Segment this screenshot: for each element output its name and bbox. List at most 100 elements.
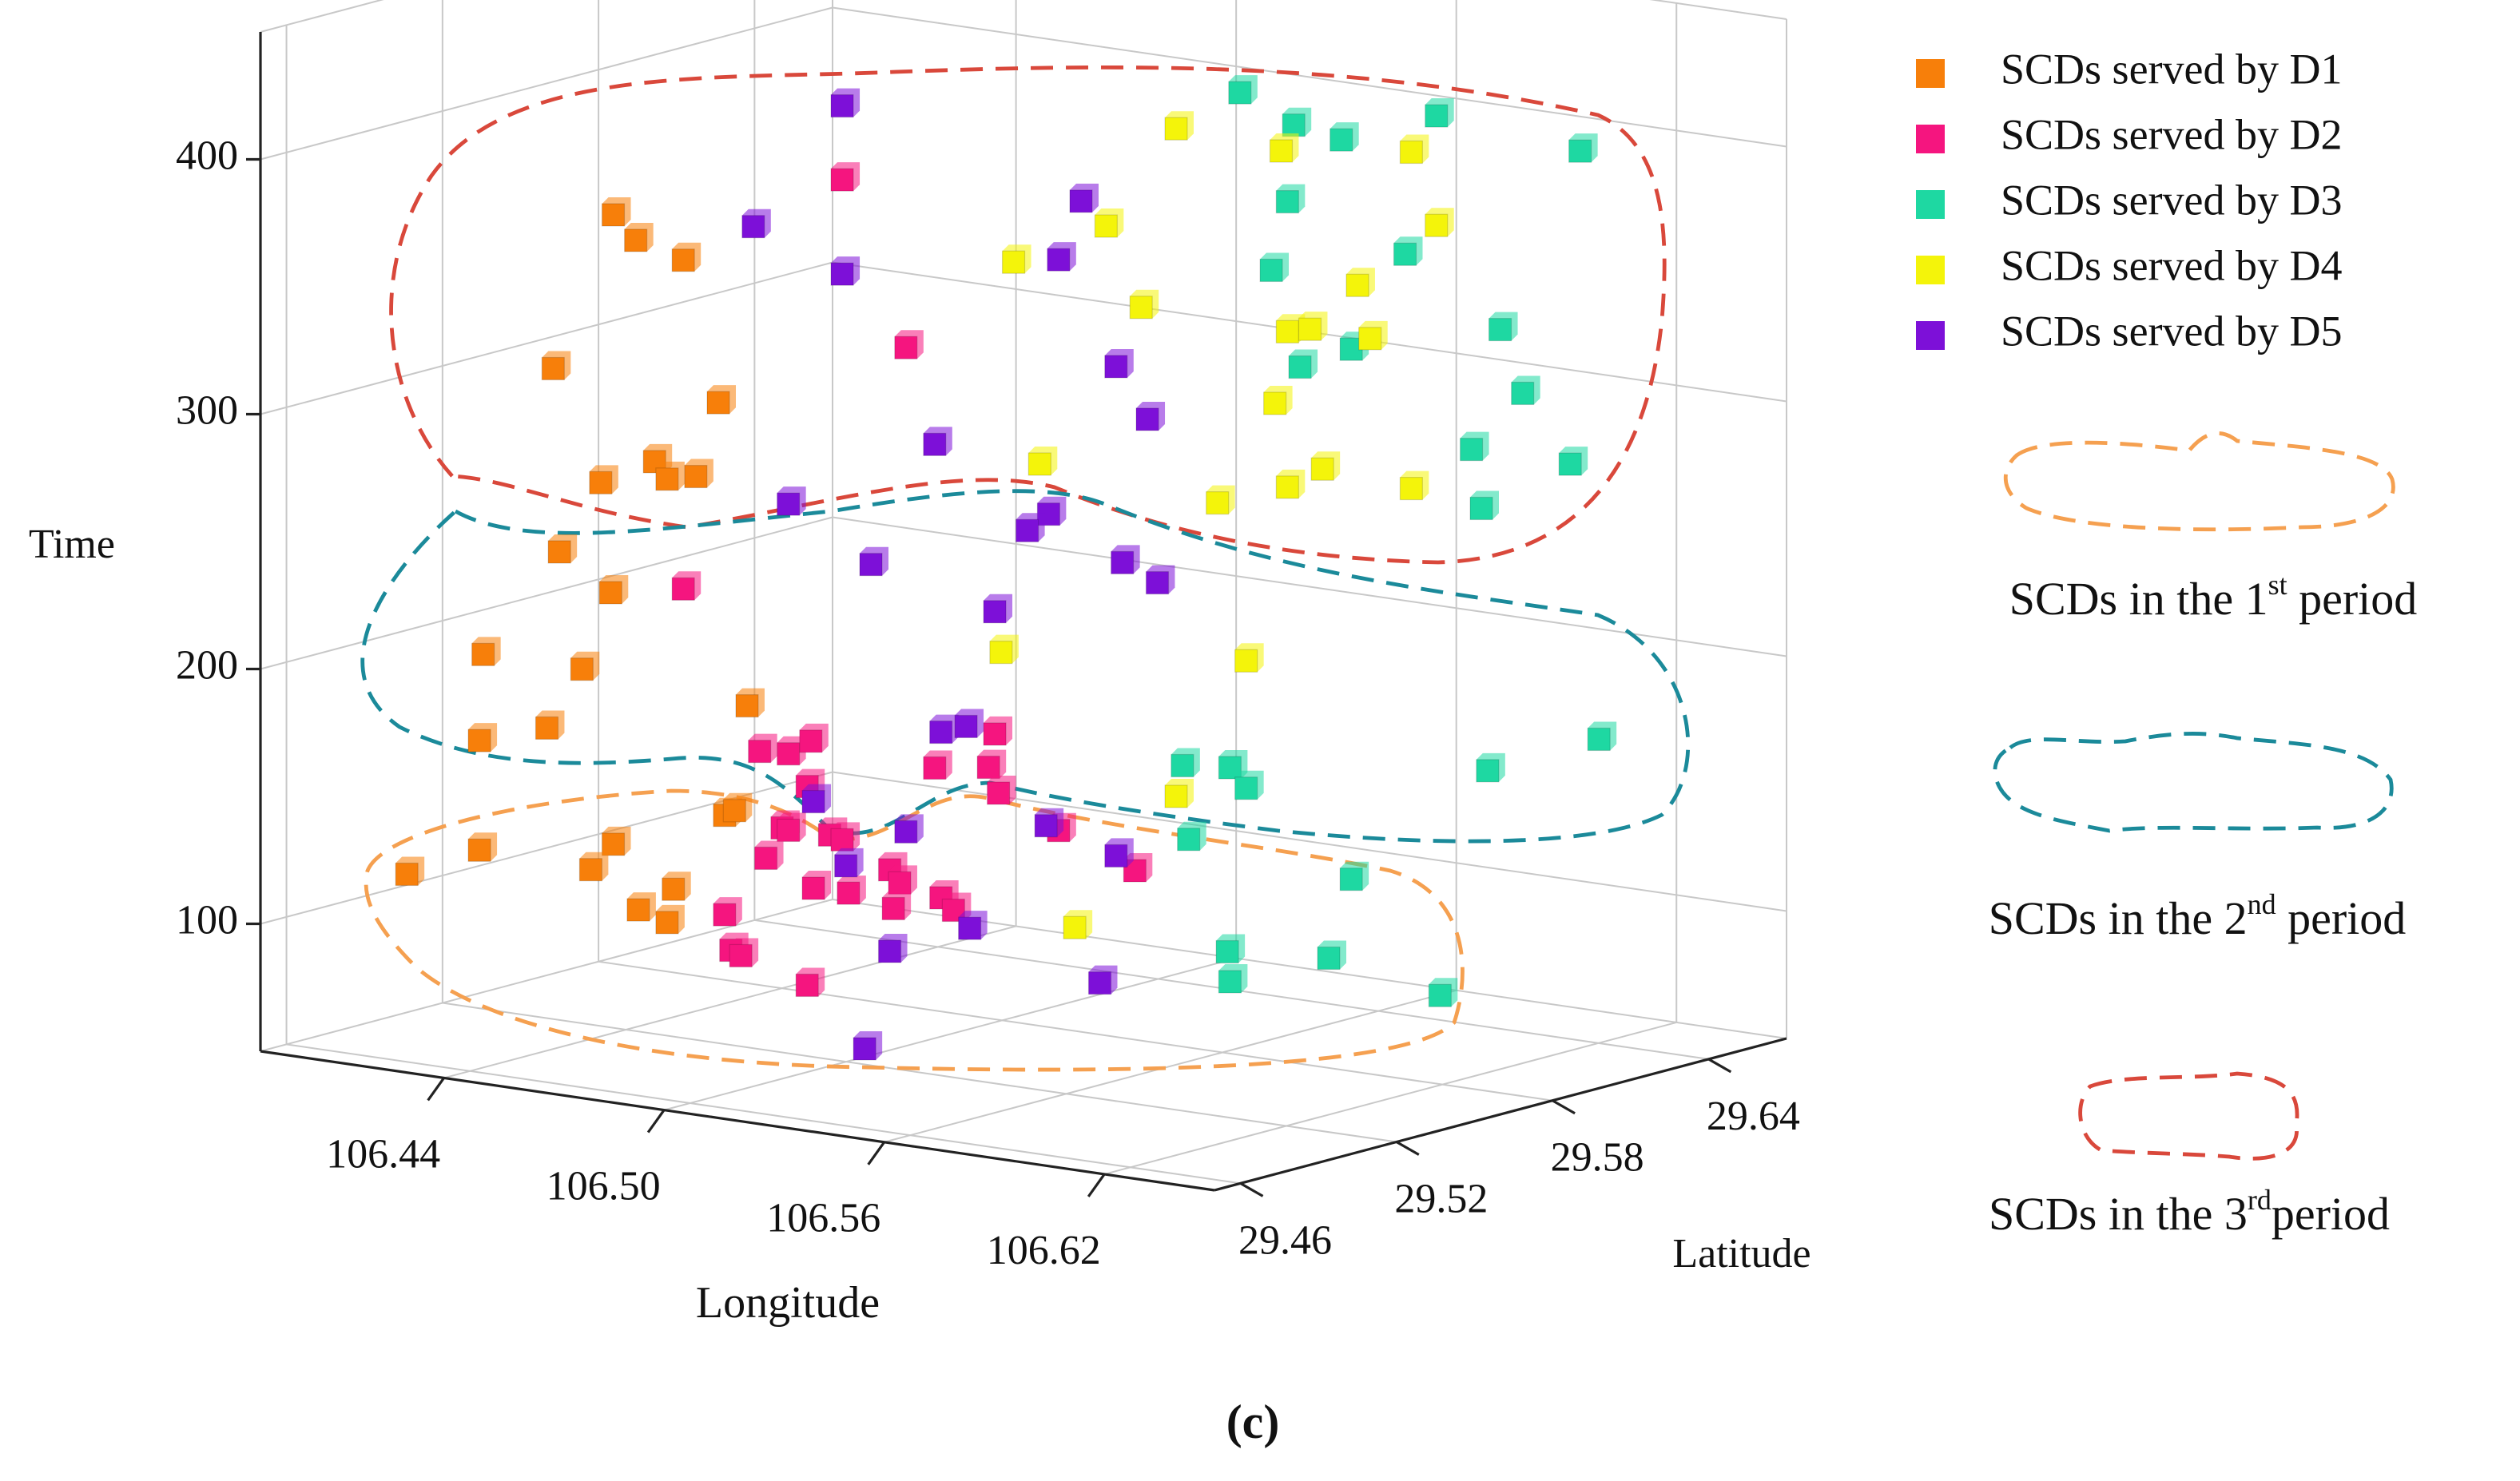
point xyxy=(983,600,1007,624)
point xyxy=(748,740,772,764)
period-outlines xyxy=(360,66,1691,1072)
point xyxy=(1558,447,1588,476)
x-axis-label: Longitude xyxy=(696,1278,880,1328)
legend-label: SCDs served by D5 xyxy=(2001,307,2343,355)
point xyxy=(471,637,501,666)
point xyxy=(1476,752,1505,783)
point xyxy=(735,688,765,718)
point xyxy=(541,356,565,381)
point xyxy=(655,461,685,491)
point xyxy=(671,577,695,601)
x-tick-label: 106.44 xyxy=(326,1131,440,1177)
point xyxy=(1206,491,1230,515)
point xyxy=(1234,776,1258,800)
point xyxy=(1298,312,1328,341)
point xyxy=(1288,355,1312,379)
point xyxy=(1425,208,1454,237)
point xyxy=(989,641,1013,665)
point xyxy=(541,351,571,381)
point xyxy=(1275,189,1299,214)
point xyxy=(729,943,753,968)
point xyxy=(1345,268,1375,297)
y-tick-label: 29.64 xyxy=(1707,1094,1800,1139)
point xyxy=(1568,139,1592,163)
period-sup: rd xyxy=(2248,1184,2272,1216)
point xyxy=(598,574,629,605)
point xyxy=(395,856,425,887)
point xyxy=(1164,111,1194,141)
point xyxy=(1123,859,1147,883)
period-text: period xyxy=(2276,892,2407,944)
point xyxy=(888,871,912,895)
point xyxy=(1587,721,1617,752)
point xyxy=(929,714,959,744)
point xyxy=(1047,242,1076,272)
box-edge xyxy=(260,899,833,1052)
point xyxy=(1135,401,1166,431)
point xyxy=(1358,320,1388,351)
point xyxy=(1488,312,1518,342)
point xyxy=(601,832,626,856)
box-edge xyxy=(260,0,384,33)
point xyxy=(923,756,947,780)
point xyxy=(1104,355,1128,379)
point xyxy=(467,729,491,752)
point xyxy=(923,427,952,456)
point xyxy=(1215,934,1246,964)
point xyxy=(830,822,861,852)
legend-label: SCDs served by D3 xyxy=(2001,176,2343,224)
y-tick-label: 29.46 xyxy=(1238,1217,1332,1263)
point xyxy=(859,553,883,577)
point xyxy=(589,465,618,494)
point xyxy=(958,911,988,940)
point xyxy=(741,208,771,239)
point xyxy=(395,862,419,887)
point xyxy=(830,162,861,192)
point xyxy=(624,228,648,252)
period-sup: nd xyxy=(2248,888,2276,920)
point xyxy=(1511,381,1535,406)
point xyxy=(1034,814,1058,838)
point xyxy=(1069,189,1093,213)
point xyxy=(801,876,825,900)
point xyxy=(1259,252,1290,283)
point xyxy=(1275,475,1299,499)
z-axis-label: Time xyxy=(29,522,115,567)
point xyxy=(722,792,753,823)
point xyxy=(801,784,832,814)
point xyxy=(1015,513,1045,542)
point xyxy=(983,594,1013,624)
point xyxy=(753,846,778,871)
legend-outline-1 xyxy=(2003,431,2395,532)
point xyxy=(1459,438,1484,462)
y-tick xyxy=(1707,1058,1732,1074)
point xyxy=(1171,748,1200,778)
point xyxy=(1129,289,1159,320)
x-tick xyxy=(646,1109,666,1134)
box-edge xyxy=(1649,0,1787,20)
point xyxy=(1282,113,1306,137)
point xyxy=(467,838,491,862)
point xyxy=(954,714,978,739)
point xyxy=(753,840,784,871)
point xyxy=(626,898,650,922)
point xyxy=(1087,971,1112,995)
point xyxy=(1036,496,1067,526)
point xyxy=(1339,337,1363,361)
point xyxy=(624,222,654,252)
point xyxy=(923,432,947,456)
box-edge xyxy=(832,899,1787,1039)
point xyxy=(671,571,702,601)
period-legend-label: SCDs in the 1st period xyxy=(2009,569,2418,625)
point xyxy=(929,721,953,744)
legend-outline-3 xyxy=(2078,1071,2299,1161)
point xyxy=(958,916,982,940)
x-axis xyxy=(260,1050,1215,1192)
point xyxy=(1428,978,1458,1007)
legend-label: SCDs served by D2 xyxy=(2001,110,2343,158)
point xyxy=(684,464,708,489)
point xyxy=(976,755,1000,780)
point xyxy=(1399,476,1423,501)
period-legend xyxy=(1993,431,2395,1161)
point xyxy=(655,911,679,935)
